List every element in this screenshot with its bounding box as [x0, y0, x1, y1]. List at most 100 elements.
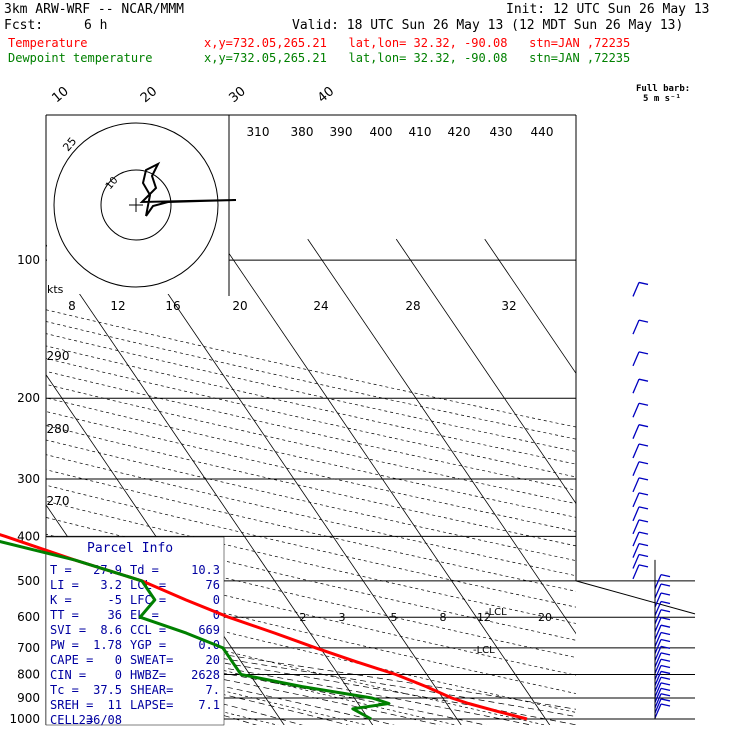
- theta-label-left: 270: [47, 494, 70, 508]
- barb-note-line2: 5 m s⁻¹: [643, 94, 681, 104]
- wind-barb-shaft: [654, 652, 662, 668]
- parcel-label: SREH =: [50, 698, 93, 712]
- parcel-value: 37.5: [93, 683, 122, 697]
- parcel-value: 669: [198, 623, 220, 637]
- parcel-label: LI =: [50, 578, 79, 592]
- wind-barb-flag: [660, 631, 671, 636]
- mixing-ratio-label-bottom: 2: [300, 611, 307, 624]
- wind-barb-shaft: [654, 682, 662, 698]
- parcel-label: EL =: [130, 608, 159, 622]
- lcl-annotation: -LCL: [485, 607, 507, 618]
- parcel-label: SVI =: [50, 623, 86, 637]
- wind-barb-flag: [660, 658, 671, 662]
- wind-barb-shaft: [632, 282, 640, 297]
- pressure-tick-label: 600: [17, 610, 40, 624]
- dry-adiabat-line: [46, 371, 576, 491]
- wind-barb-shaft: [632, 319, 640, 335]
- pressure-tick-label: 700: [17, 641, 40, 655]
- parcel-value: 0: [115, 668, 122, 682]
- mixing-ratio-label: 24: [313, 299, 328, 313]
- mixing-ratio-label-bottom: 20: [538, 611, 552, 624]
- mixing-ratio-label-bottom: 3: [339, 611, 346, 624]
- wind-barb-flag: [660, 698, 671, 702]
- wind-barb-flag: [660, 638, 671, 643]
- pressure-tick-label: 400: [17, 529, 40, 543]
- wind-barb-shaft: [632, 564, 640, 580]
- wind-barb-shaft: [632, 554, 640, 569]
- parcel-value: 8.6: [100, 623, 122, 637]
- wind-barb-shaft: [632, 351, 640, 367]
- dry-adiabat-line: [46, 384, 576, 504]
- dry-adiabat-line: [46, 439, 576, 562]
- dry-adiabat-line: [46, 625, 458, 725]
- wind-barb-shaft: [654, 665, 662, 680]
- parcel-value: 7.: [206, 683, 220, 697]
- wind-barb-shaft: [654, 617, 662, 632]
- sounding-series: [0, 533, 528, 721]
- temperature-tick-label: 10: [49, 84, 71, 106]
- wind-barb-flag: [638, 542, 649, 547]
- pressure-tick-labels: 100 200 300 400 500 600 700 800 900 1000: [9, 253, 40, 726]
- wind-barb-shaft: [632, 378, 640, 394]
- theta-label: 430: [490, 125, 513, 139]
- wind-barb-shaft: [654, 693, 662, 708]
- wind-barb-flag: [660, 592, 671, 596]
- mixing-ratio-label: 12: [110, 299, 125, 313]
- temperature-tick-label: 40: [315, 84, 337, 106]
- parcel-info-panel: [45, 536, 225, 726]
- wind-barb-shaft: [632, 531, 640, 547]
- wind-barb-flag: [660, 703, 671, 707]
- wind-barb-shaft: [654, 609, 662, 624]
- isotherm-line: [307, 238, 576, 635]
- wind-barb-flag: [638, 461, 649, 465]
- wind-barb-flag: [660, 676, 671, 680]
- dry-adiabat-line: [46, 517, 576, 641]
- forecast-label: Fcst:: [4, 18, 44, 33]
- wind-barb-shaft: [632, 461, 640, 476]
- mixing-ratio-label-bottom: 8: [440, 611, 447, 624]
- wind-barb-flag: [638, 281, 649, 286]
- pressure-tick-label: 1000: [9, 712, 40, 726]
- wind-barb-shaft: [632, 543, 640, 558]
- hodograph-trace: [139, 161, 237, 217]
- theta-labels: 310 380 390 400 410 420 430 440 290 280 270: [47, 125, 554, 508]
- wind-barb-flag: [660, 693, 671, 697]
- wind-barb-flag: [638, 531, 649, 535]
- wind-barb-flag: [638, 553, 649, 558]
- wind-barb-flag: [638, 492, 649, 496]
- pressure-tick-label: 300: [17, 472, 40, 486]
- parcel-label: LFC =: [130, 593, 166, 607]
- isotherm-lines: [46, 238, 576, 725]
- wind-barb-flag: [638, 351, 649, 355]
- isotherm-line: [484, 238, 576, 374]
- theta-label: 410: [409, 125, 432, 139]
- wind-barb-shaft: [654, 676, 662, 692]
- parcel-label: K =: [50, 593, 72, 607]
- wind-barb-shaft: [632, 443, 640, 459]
- wind-barb-shaft: [654, 601, 662, 616]
- wind-barb-flag: [638, 319, 649, 323]
- pressure-tick-label: 800: [17, 668, 40, 682]
- wind-barb-shaft: [654, 639, 662, 654]
- wind-barb-shaft: [654, 632, 662, 647]
- dewpoint-legend-label: Dewpoint temperature: [8, 51, 153, 65]
- wind-barb-shaft: [654, 583, 662, 599]
- mixing-ratio-label: 32: [501, 299, 516, 313]
- theta-label: 310: [247, 125, 270, 139]
- parcel-label: Tc =: [50, 683, 79, 697]
- wind-barb-shaft: [632, 492, 640, 508]
- wind-barb-flag: [660, 583, 671, 587]
- wind-barb-flag: [638, 378, 649, 382]
- parcel-label: CAPE =: [50, 653, 93, 667]
- wind-barb-shaft: [654, 703, 662, 719]
- theta-label: 420: [448, 125, 471, 139]
- wind-barb-flag: [660, 600, 671, 605]
- wind-barb-flag: [638, 424, 649, 428]
- parcel-label: LAPSE=: [130, 698, 173, 712]
- mixing-ratio-label: 28: [405, 299, 420, 313]
- moist-adiabat-line: [46, 630, 576, 717]
- parcel-label: YGP =: [130, 638, 166, 652]
